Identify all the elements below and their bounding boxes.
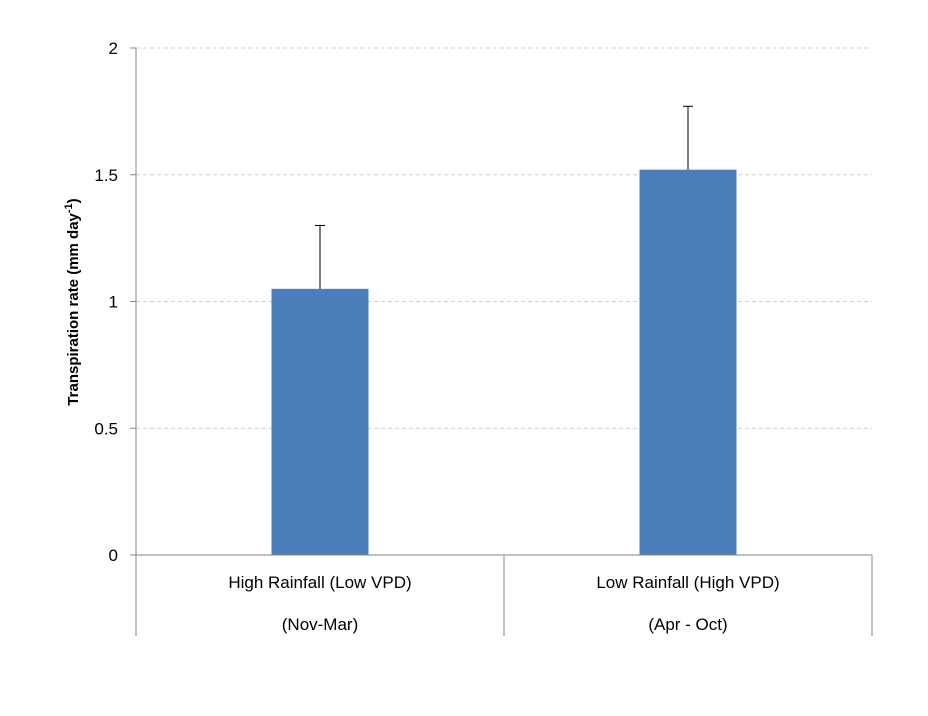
y-axis-title: Transpiration rate (mm day-1) bbox=[63, 198, 82, 405]
y-tick-label: 1.5 bbox=[94, 166, 118, 185]
category-label-line2: (Apr - Oct) bbox=[648, 615, 727, 634]
y-axis-title-close: ) bbox=[65, 198, 82, 203]
y-axis-title-superscript: -1 bbox=[63, 203, 75, 213]
y-tick-label: 0.5 bbox=[94, 419, 118, 438]
axes bbox=[130, 47, 873, 636]
y-axis-title-main: Transpiration rate (mm day bbox=[65, 212, 82, 405]
y-tick-label: 2 bbox=[109, 39, 118, 58]
category-label-line1: High Rainfall (Low VPD) bbox=[228, 573, 411, 592]
bar bbox=[271, 288, 369, 555]
category-labels: High Rainfall (Low VPD) (Nov-Mar) Low Rain… bbox=[228, 573, 779, 634]
gridlines bbox=[136, 47, 872, 429]
y-tick-labels: 0 0.5 1 1.5 2 bbox=[94, 39, 118, 565]
y-tick-label: 1 bbox=[109, 293, 118, 312]
bar bbox=[639, 169, 737, 555]
category-label-line2: (Nov-Mar) bbox=[282, 615, 359, 634]
category-label-line1: Low Rainfall (High VPD) bbox=[596, 573, 779, 592]
y-tick-label: 0 bbox=[109, 546, 118, 565]
bars bbox=[271, 105, 737, 555]
